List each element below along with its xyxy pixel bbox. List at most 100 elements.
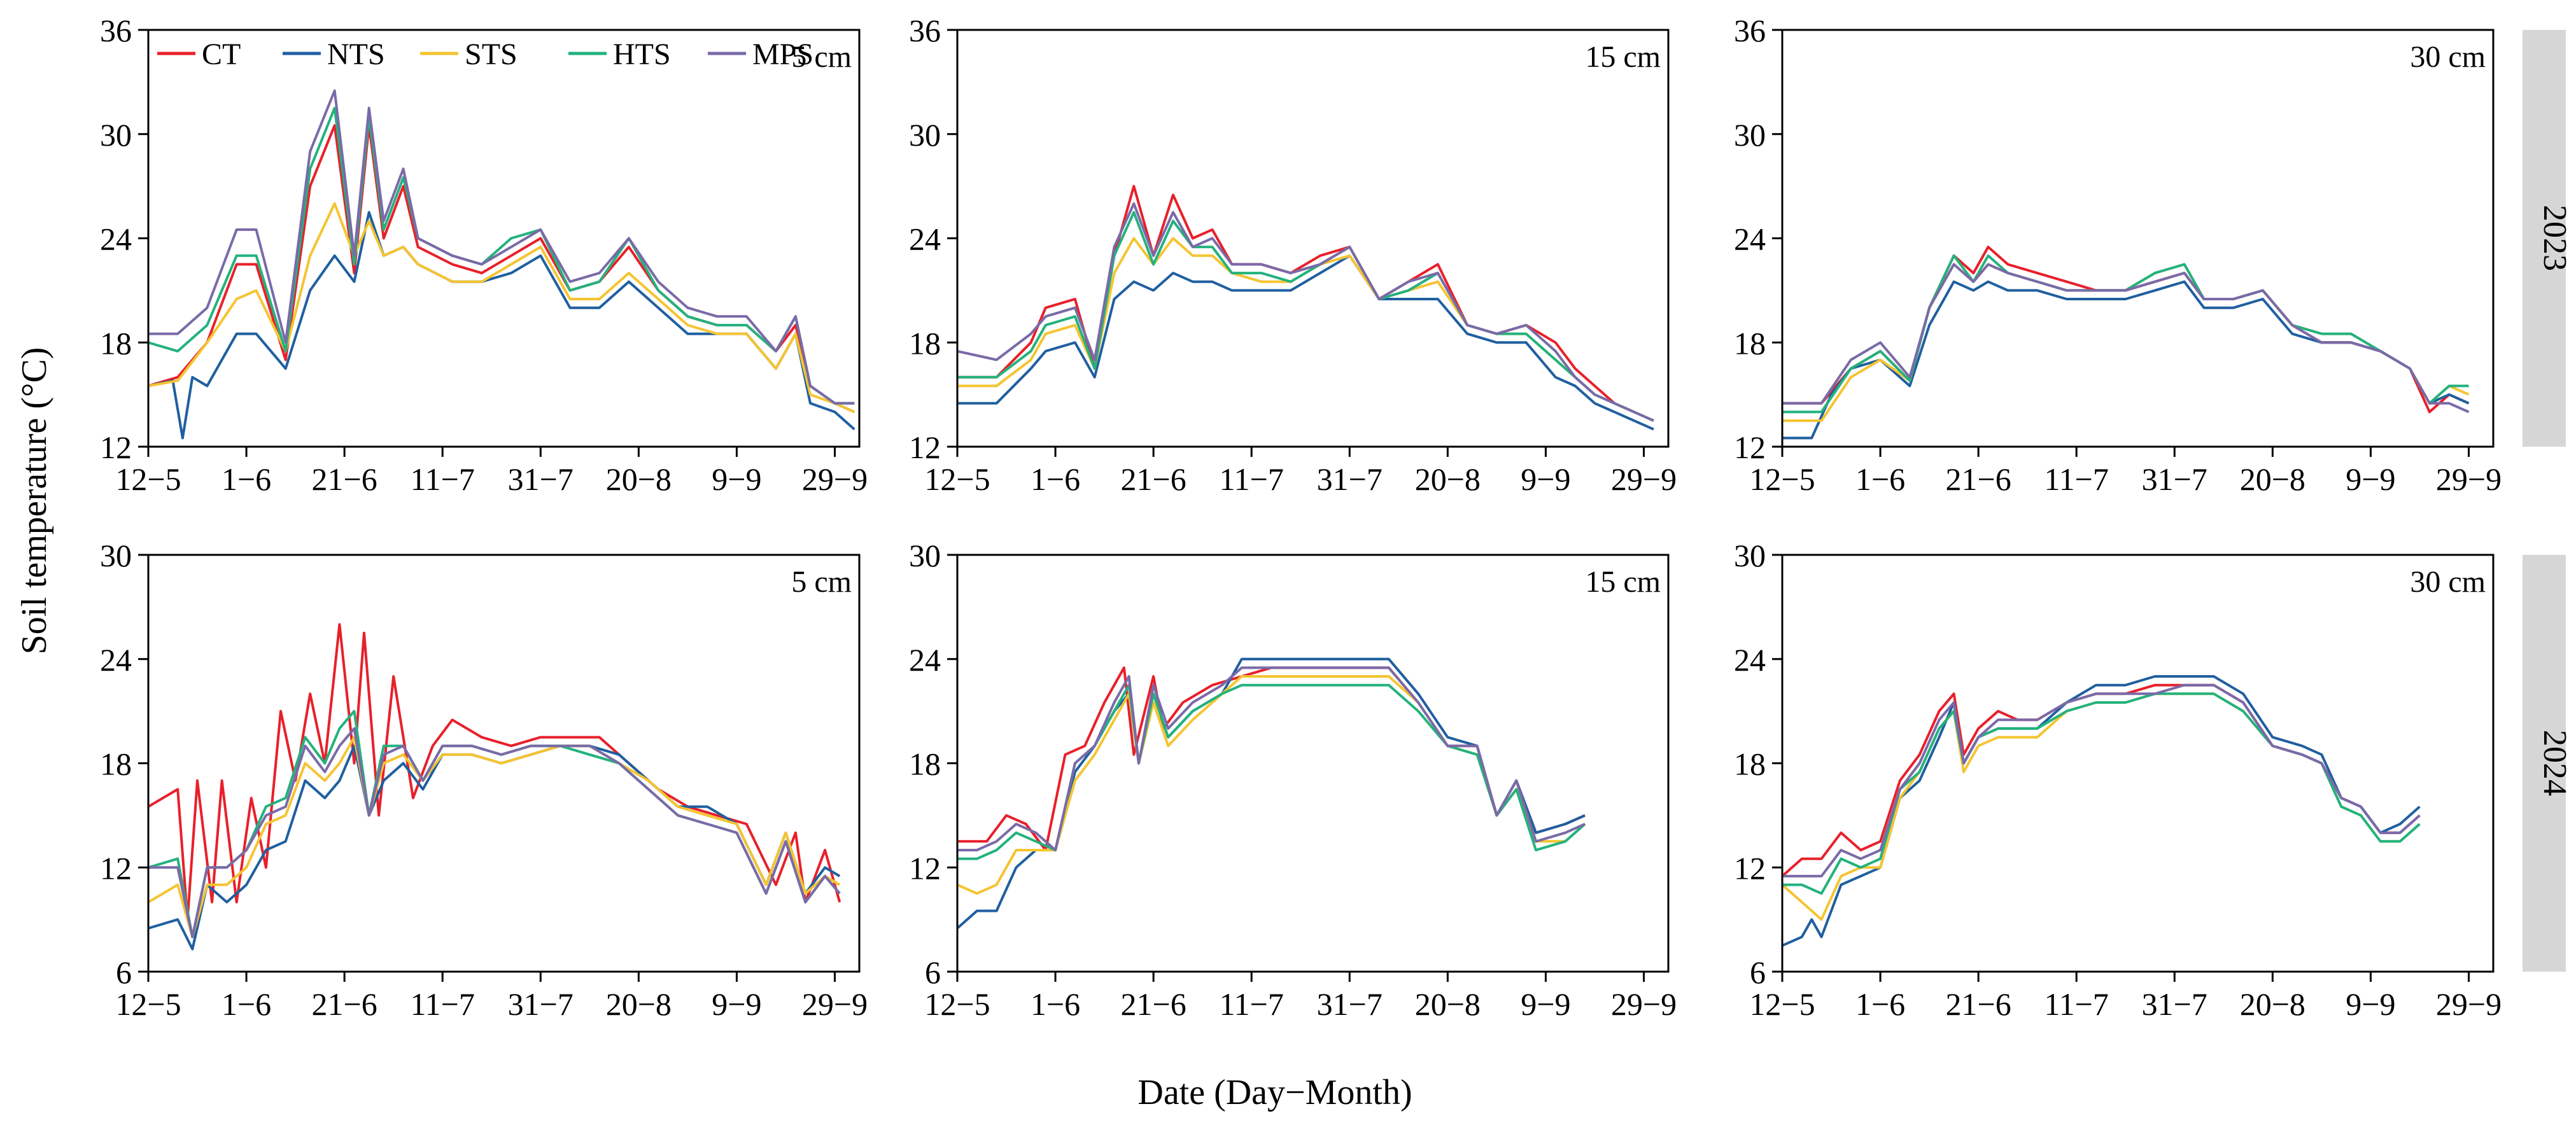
- series-line-mps: [1782, 263, 2470, 414]
- x-tick-label: 20−8: [2240, 461, 2305, 497]
- series-line-mps: [957, 202, 1654, 422]
- x-tick-label: 9−9: [1521, 986, 1570, 1022]
- series-lines: [148, 623, 841, 951]
- y-tick-label: 30: [909, 538, 941, 573]
- y-tick-label: 18: [909, 746, 941, 782]
- series-line-ct: [957, 185, 1654, 422]
- x-tick-label: 12−5: [115, 986, 181, 1022]
- y-tick-label: 30: [100, 538, 132, 573]
- x-tick-label: 9−9: [712, 986, 761, 1022]
- y-tick-label: 24: [100, 642, 132, 678]
- year-strips: 2023 2024: [2523, 30, 2573, 972]
- x-tick-label: 21−6: [312, 986, 377, 1022]
- series-line-hts: [957, 211, 1654, 422]
- y-tick-label: 12: [1734, 850, 1766, 886]
- x-tick-label: 29−9: [1611, 986, 1677, 1022]
- x-tick-label: 21−6: [1946, 461, 2011, 497]
- y-tick-label: 36: [909, 13, 941, 48]
- depth-label: 15 cm: [1585, 565, 1661, 599]
- x-tick-label: 21−6: [1121, 986, 1186, 1022]
- x-tick-label: 31−7: [2142, 986, 2207, 1022]
- x-tick-label: 11−7: [2045, 986, 2109, 1022]
- chart-panel-2023-15cm: 12 18 24 30 36 12−5 1−6 21−6 11−7 31−7 20−8 9−9 29−9…: [909, 13, 1677, 497]
- series-lines: [148, 89, 855, 440]
- depth-label: 30 cm: [2410, 565, 2486, 599]
- y-tick-label: 24: [100, 221, 132, 257]
- x-tick-label: 12−5: [1749, 986, 1815, 1022]
- series-line-ct: [957, 666, 1586, 851]
- x-tick-label: 20−8: [606, 461, 672, 497]
- y-tick-label: 6: [1750, 954, 1766, 990]
- series-line-nts: [957, 254, 1654, 431]
- series-line-sts: [1782, 692, 2421, 921]
- y-tick-label: 6: [925, 954, 941, 990]
- x-tick-label: 1−6: [222, 986, 271, 1022]
- chart-panel-2023-5cm: 12 18 24 30 36 12−5 1−6 21−6 11−7 31−7 20−8 9−9 29−9…: [100, 13, 868, 497]
- series-lines: [957, 185, 1654, 431]
- series-line-nts: [1782, 280, 2470, 440]
- strip-2023-label: 2023: [2537, 205, 2573, 271]
- depth-label: 5 cm: [791, 40, 852, 74]
- y-tick-label: 36: [100, 13, 132, 48]
- legend: CT NTS STS HTS MPS: [157, 38, 813, 71]
- plot-frame: [956, 554, 1670, 973]
- y-tick-label: 30: [909, 117, 941, 153]
- plot-frame: [1781, 554, 2495, 973]
- x-tick-label: 29−9: [2436, 986, 2502, 1022]
- x-tick-label: 29−9: [802, 986, 868, 1022]
- series-line-mps: [957, 666, 1586, 851]
- series-line-ct: [1782, 246, 2470, 414]
- x-axis-title: Date (Day−Month): [1137, 1073, 1412, 1112]
- y-tick-label: 30: [1734, 117, 1766, 153]
- x-tick-label: 11−7: [1220, 461, 1284, 497]
- x-tick-label: 31−7: [508, 986, 574, 1022]
- strip-2024-bg: [2523, 555, 2566, 972]
- x-tick-label: 11−7: [411, 986, 475, 1022]
- y-tick-label: 24: [909, 221, 941, 257]
- x-tick-label: 21−6: [1121, 461, 1186, 497]
- strip-2023-bg: [2523, 30, 2566, 447]
- series-lines: [957, 657, 1586, 930]
- panels-group: 12 18 24 30 36 12−5 1−6 21−6 11−7 31−7 20−8 9−9 29−9…: [100, 13, 2502, 1022]
- y-tick-label: 24: [1734, 642, 1766, 678]
- x-tick-label: 9−9: [2346, 461, 2395, 497]
- y-tick-label: 30: [1734, 538, 1766, 573]
- y-tick-label: 6: [116, 954, 132, 990]
- y-tick-label: 30: [100, 117, 132, 153]
- chart-panel-2024-5cm: 6 12 18 24 30 12−5 1−6 21−6 11−7 31−7 20−8 9−9 29−9 5…: [100, 538, 868, 1022]
- x-tick-label: 11−7: [1220, 986, 1284, 1022]
- y-tick-label: 18: [909, 325, 941, 361]
- series-line-sts: [148, 202, 855, 414]
- x-tick-label: 1−6: [1031, 986, 1080, 1022]
- depth-label: 30 cm: [2410, 40, 2486, 74]
- series-line-mps: [148, 89, 855, 405]
- series-line-hts: [1782, 254, 2469, 414]
- x-tick-label: 11−7: [411, 461, 475, 497]
- x-tick-label: 12−5: [924, 986, 990, 1022]
- y-tick-label: 36: [1734, 13, 1766, 48]
- x-tick-label: 9−9: [2346, 986, 2395, 1022]
- x-tick-label: 9−9: [1521, 461, 1570, 497]
- depth-label: 15 cm: [1585, 40, 1661, 74]
- series-line-sts: [957, 675, 1586, 895]
- x-tick-label: 1−6: [1031, 461, 1080, 497]
- x-tick-label: 21−6: [1946, 986, 2011, 1022]
- y-axis-title: Soil temperature (°C): [15, 347, 54, 655]
- x-tick-label: 29−9: [802, 461, 868, 497]
- chart-panel-2024-30cm: 6 12 18 24 30 12−5 1−6 21−6 11−7 31−7 20−8 9−9 29−9 3…: [1734, 538, 2502, 1022]
- plot-frame: [1781, 29, 2495, 448]
- y-tick-label: 12: [909, 850, 941, 886]
- series-line-nts: [148, 744, 841, 951]
- x-tick-label: 31−7: [1317, 461, 1383, 497]
- legend-label-hts: HTS: [613, 38, 671, 71]
- x-tick-label: 31−7: [1317, 986, 1383, 1022]
- y-tick-label: 18: [1734, 746, 1766, 782]
- legend-label-ct: CT: [202, 38, 241, 71]
- y-tick-label: 12: [909, 430, 941, 465]
- plot-frame: [956, 29, 1670, 448]
- legend-label-sts: STS: [465, 38, 517, 71]
- x-tick-label: 20−8: [1415, 461, 1481, 497]
- plot-frame: [147, 554, 861, 973]
- plot-frame: [147, 29, 861, 448]
